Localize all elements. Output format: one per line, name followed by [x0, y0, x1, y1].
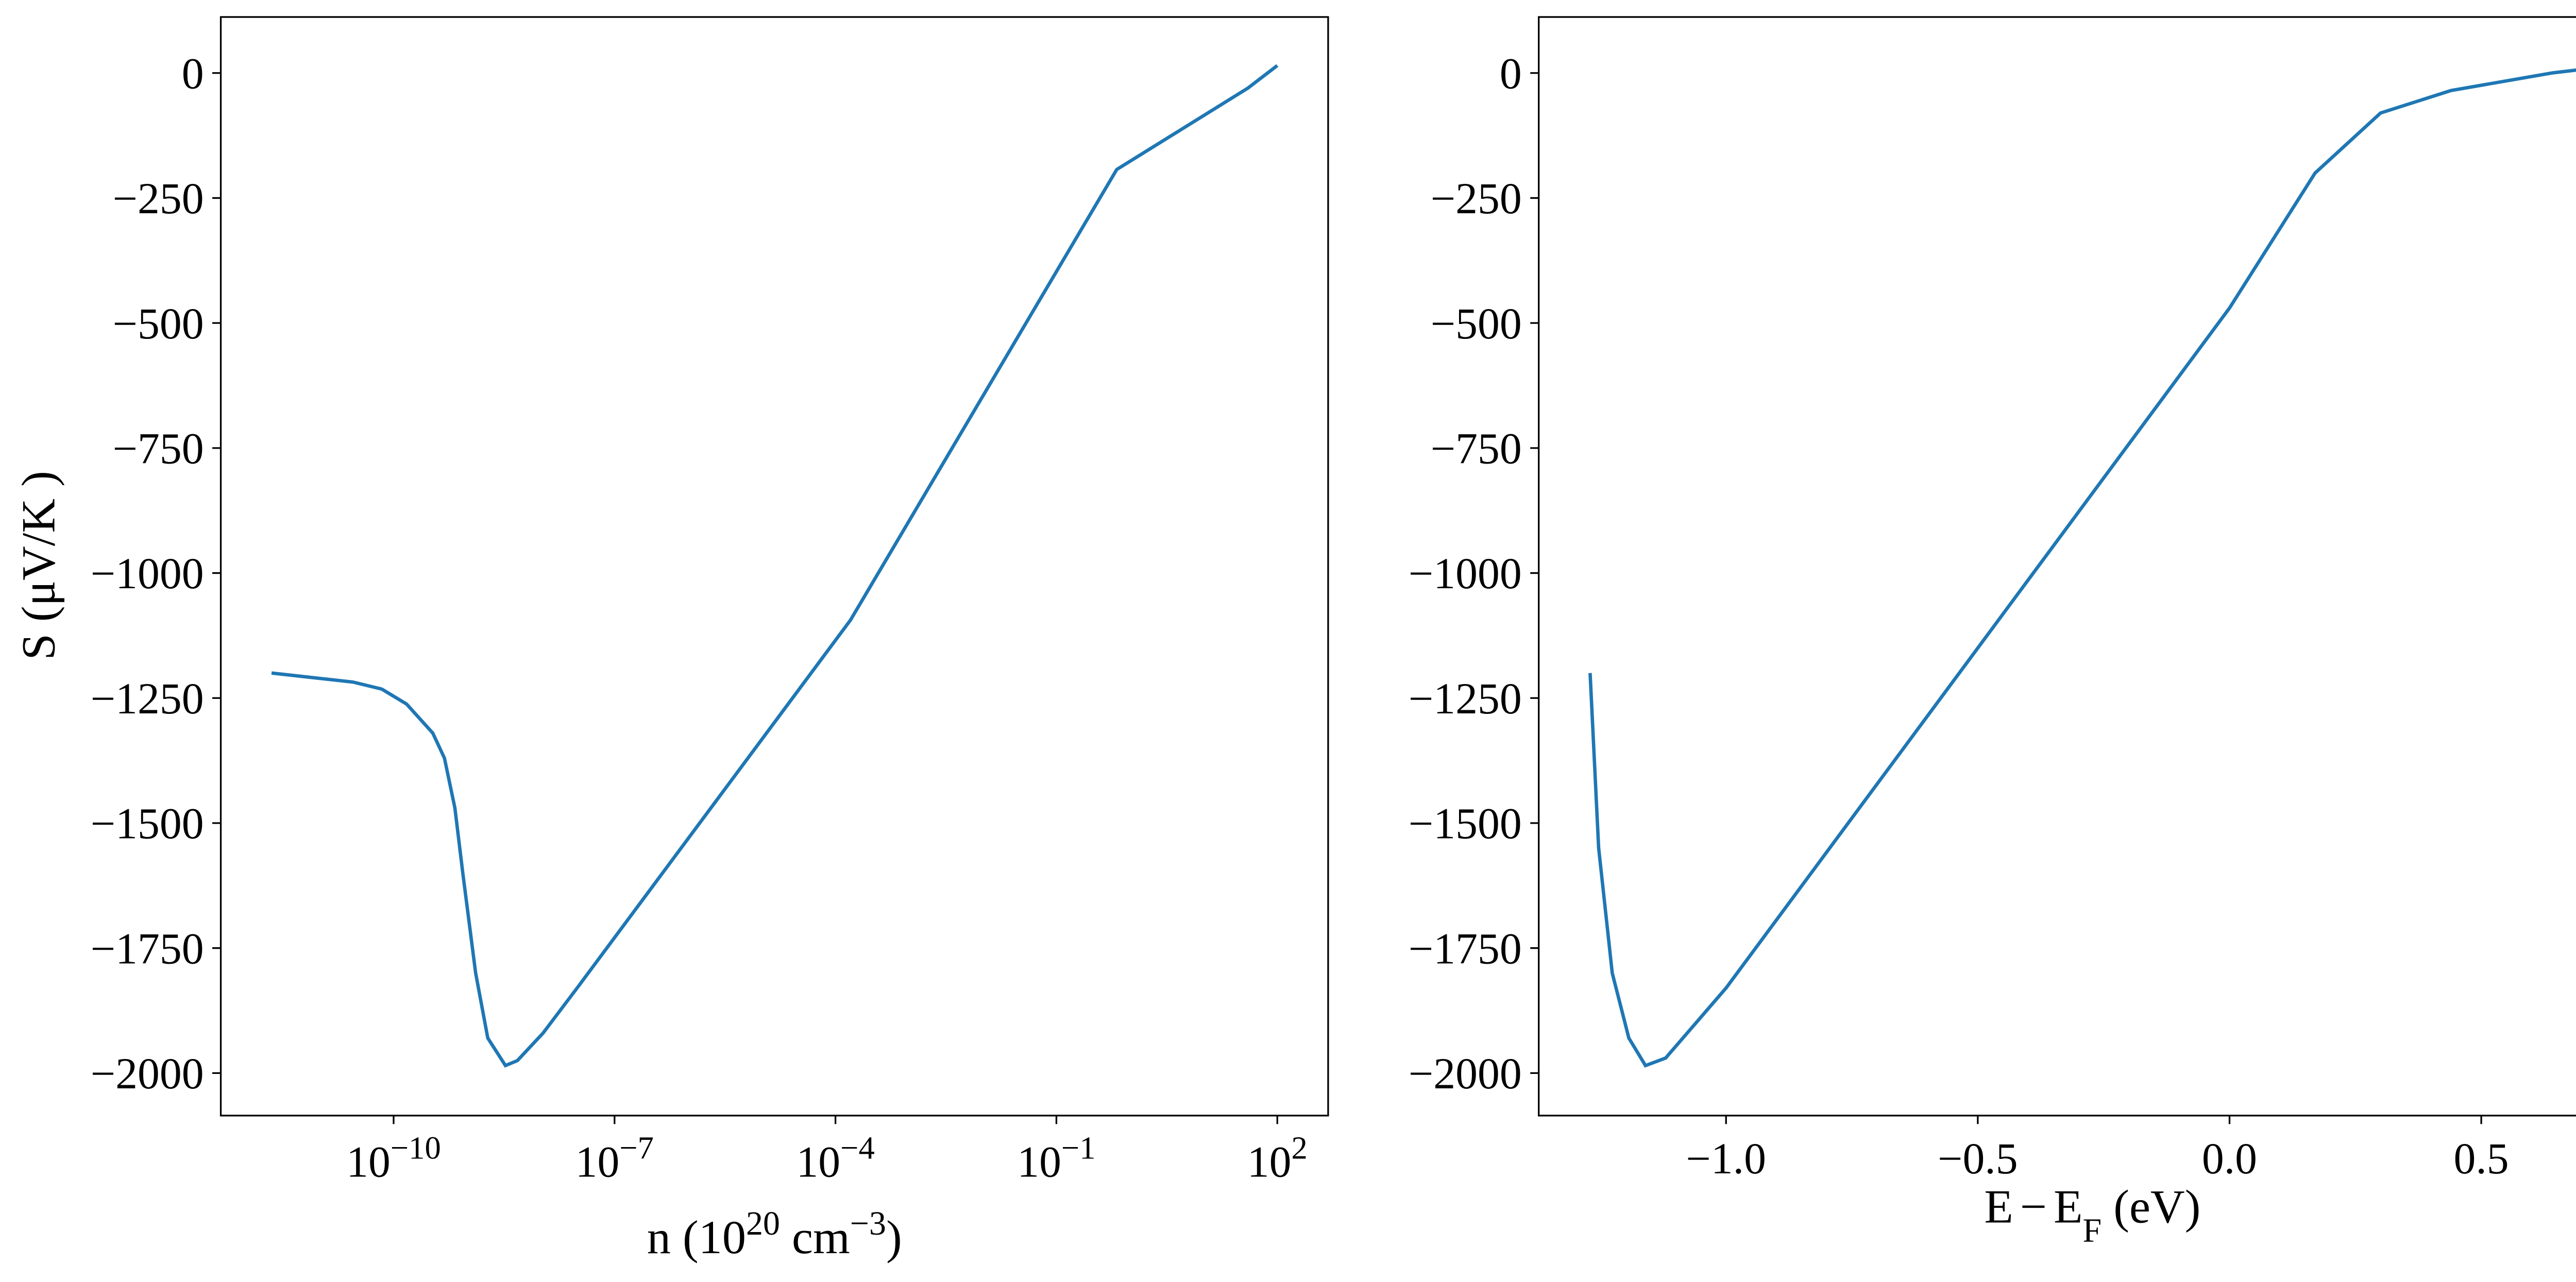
y-axis-label: S (μV/K )	[12, 471, 64, 660]
y-tick-label: −750	[1431, 424, 1522, 473]
y-tick-label: −1750	[91, 924, 204, 973]
label-part: cm	[780, 1211, 850, 1263]
x-tick-label: 10−1	[1017, 1130, 1095, 1187]
x-tick-label: 102	[1247, 1130, 1308, 1187]
tick-exponent: −7	[619, 1130, 654, 1166]
label-part: −	[2020, 1181, 2047, 1233]
tick-exponent: 2	[1291, 1130, 1307, 1166]
label-part: −3	[850, 1204, 886, 1242]
x-tick-label: 10−4	[796, 1130, 874, 1187]
tick-base: 10	[796, 1138, 840, 1187]
y-tick-label: −2000	[1409, 1049, 1522, 1098]
axes-frame	[219, 16, 1329, 1117]
label-part: )	[886, 1211, 902, 1263]
data-line	[271, 64, 1279, 1068]
tick-exponent: −1	[1061, 1130, 1096, 1166]
x-axis-label: n (1020 cm−3)	[647, 1204, 902, 1263]
x-axis-label: E − EF (eV)	[1984, 1181, 2200, 1250]
y-tick-label: −1500	[91, 799, 204, 848]
tick-base: 10	[1247, 1138, 1292, 1187]
y-tick-label: −500	[1431, 299, 1522, 348]
y-tick-label: −1500	[1409, 799, 1522, 848]
label-part: F	[2083, 1211, 2102, 1249]
label-part: E	[1984, 1181, 2013, 1233]
x-tick-label: 10−7	[575, 1130, 654, 1187]
y-tick-label: −1750	[1409, 924, 1522, 973]
y-tick-label: −500	[113, 299, 204, 348]
tick-base: 10	[346, 1138, 391, 1187]
tick-exponent: −10	[391, 1130, 441, 1166]
y-tick-label: −1000	[91, 549, 204, 598]
y-tick-label: −1250	[91, 674, 204, 723]
x-tick-label: −1.0	[1686, 1134, 1766, 1183]
y-tick-label: −2000	[91, 1049, 204, 1098]
x-tick-label: 0.5	[2454, 1134, 2509, 1183]
label-part: (eV)	[2102, 1181, 2200, 1233]
label-part: 20	[746, 1204, 780, 1242]
x-tick-label: −0.5	[1938, 1134, 2018, 1183]
y-tick-label: −250	[113, 174, 204, 223]
y-tick-label: −1250	[1409, 674, 1522, 723]
x-tick-label: 0.0	[2202, 1134, 2257, 1183]
data-line	[1588, 68, 2576, 1068]
tick-base: 10	[575, 1138, 620, 1187]
y-tick-label: −750	[113, 424, 204, 473]
y-tick-label: −250	[1431, 174, 1522, 223]
label-part: E	[2054, 1181, 2082, 1233]
y-tick-label: −1000	[1409, 549, 1522, 598]
y-tick-label: 0	[182, 49, 204, 98]
x-tick-label: 10−10	[346, 1130, 441, 1187]
y-tick-label: 0	[1500, 49, 1522, 98]
label-part: S (μV/K )	[12, 471, 64, 660]
axes-frame	[1538, 16, 2576, 1117]
tick-base: 10	[1017, 1138, 1061, 1187]
tick-exponent: −4	[840, 1130, 875, 1166]
label-part: n (10	[647, 1211, 746, 1263]
